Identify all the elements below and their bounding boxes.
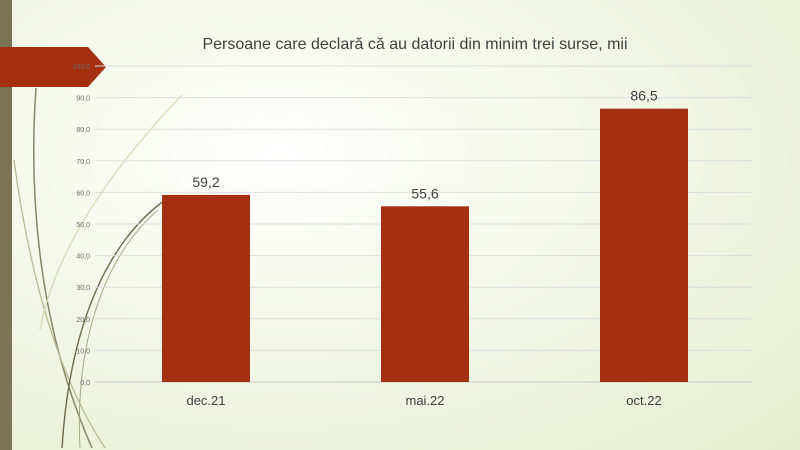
y-tick-label: 100,0 [72,64,90,71]
y-tick-label: 60,0 [76,190,90,197]
y-tick-label: 0,0 [80,380,90,387]
category-label: oct.22 [626,393,661,408]
data-label: 86,5 [630,88,657,104]
y-tick-label: 30,0 [76,285,90,292]
decorative-arrow-tab [0,47,106,87]
y-tick-label: 50,0 [76,222,90,229]
chart-title: Persoane care declară că au datorii din … [202,36,628,53]
bars [162,108,688,382]
y-axis-ticks: 0,0 10,0 20,0 30,0 40,0 50,0 60,0 70,0 80,0 90,0 1… [72,64,90,387]
x-axis-labels: dec.21 mai.22 oct.22 [186,393,661,408]
data-label: 59,2 [192,174,219,190]
y-tick-label: 40,0 [76,254,90,261]
y-tick-label: 80,0 [76,127,90,134]
bar [162,194,250,382]
decorative-sidebar [0,0,12,450]
bar [381,206,469,382]
category-label: mai.22 [405,393,444,408]
data-labels: 59,2 55,6 86,5 [192,88,657,202]
category-label: dec.21 [186,393,225,408]
y-tick-label: 10,0 [76,348,90,355]
y-tick-label: 90,0 [76,96,90,103]
data-label: 55,6 [411,185,438,201]
y-tick-label: 70,0 [76,159,90,166]
bar [600,108,688,382]
y-tick-label: 20,0 [76,317,90,324]
